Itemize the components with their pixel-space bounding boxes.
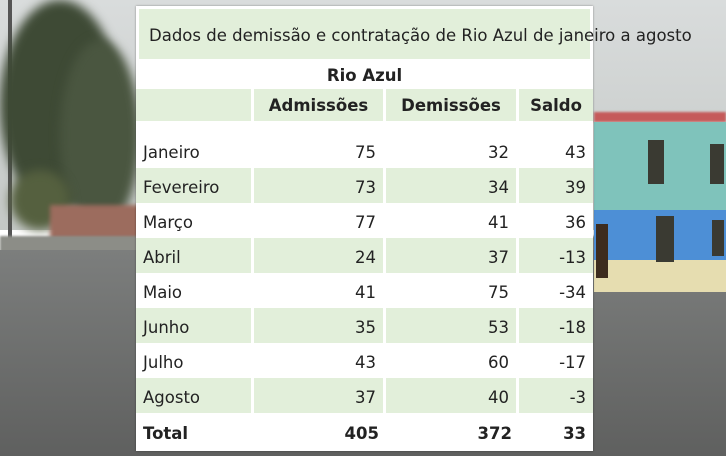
- demissoes-cell: 37: [386, 238, 519, 273]
- demissoes-cell: 75: [386, 273, 519, 308]
- column-header: [136, 89, 254, 121]
- total-demissoes: 372: [477, 423, 512, 443]
- column-header-demissoes: Demissões: [386, 89, 519, 121]
- month-cell: Março: [136, 203, 254, 238]
- demissoes-cell: 40: [386, 378, 519, 413]
- building: [594, 112, 726, 292]
- table-row: Junho 35 53 -18: [136, 308, 594, 343]
- month-cell: Agosto: [136, 378, 254, 413]
- table-row: Janeiro 75 32 43: [136, 133, 593, 168]
- total-row: Total 405 372 33: [136, 413, 593, 449]
- saldo-cell: -13: [519, 238, 594, 273]
- table-title: Dados de demissão e contratação de Rio A…: [136, 6, 692, 62]
- hiring-table: Dados de demissão e contratação de Rio A…: [136, 6, 692, 449]
- table-row: Agosto 37 40 -3: [136, 378, 594, 413]
- table-row: Fevereiro 73 34 39: [136, 168, 594, 203]
- header-row: Admissões Demissões Saldo: [136, 89, 594, 121]
- saldo-cell: -34: [559, 283, 587, 302]
- demissoes-cell: 34: [386, 168, 519, 203]
- month-cell: Julho: [136, 343, 254, 378]
- saldo-cell: 43: [565, 143, 587, 162]
- admissoes-cell: 41: [254, 273, 386, 308]
- admissoes-cell: 73: [254, 168, 386, 203]
- month-cell: Maio: [136, 273, 254, 308]
- saldo-cell: 39: [519, 168, 594, 203]
- admissoes-cell: 37: [254, 378, 386, 413]
- month-cell: Abril: [136, 238, 254, 273]
- demissoes-cell: 41: [386, 203, 519, 238]
- admissoes-cell: 43: [254, 343, 386, 378]
- month-cell: Janeiro: [136, 133, 254, 168]
- admissoes-cell: 24: [254, 238, 386, 273]
- saldo-cell: -17: [559, 353, 587, 372]
- group-label: Rio Azul: [326, 66, 403, 85]
- total-saldo: 33: [563, 423, 587, 443]
- demissoes-cell: 60: [386, 343, 519, 378]
- total-admissoes: 405: [344, 423, 379, 443]
- table-row: Março 77 41 36: [136, 203, 593, 238]
- column-header-admissoes: Admissões: [254, 89, 386, 121]
- total-label: Total: [143, 423, 189, 443]
- demissoes-cell: 32: [386, 133, 519, 168]
- column-header-saldo: Saldo: [519, 89, 594, 121]
- admissoes-cell: 77: [254, 203, 386, 238]
- month-cell: Fevereiro: [136, 168, 254, 203]
- saldo-cell: -18: [519, 308, 594, 343]
- month-cell: Junho: [136, 308, 254, 343]
- saldo-cell: -3: [519, 378, 594, 413]
- data-table-panel: Dados de demissão e contratação de Rio A…: [136, 6, 692, 451]
- table-row: Julho 43 60 -17: [136, 343, 593, 378]
- saldo-cell: 36: [565, 213, 587, 232]
- admissoes-cell: 75: [254, 133, 386, 168]
- admissoes-cell: 35: [254, 308, 386, 343]
- demissoes-cell: 53: [386, 308, 519, 343]
- table-row: Maio 41 75 -34: [136, 273, 593, 308]
- table-row: Abril 24 37 -13: [136, 238, 594, 273]
